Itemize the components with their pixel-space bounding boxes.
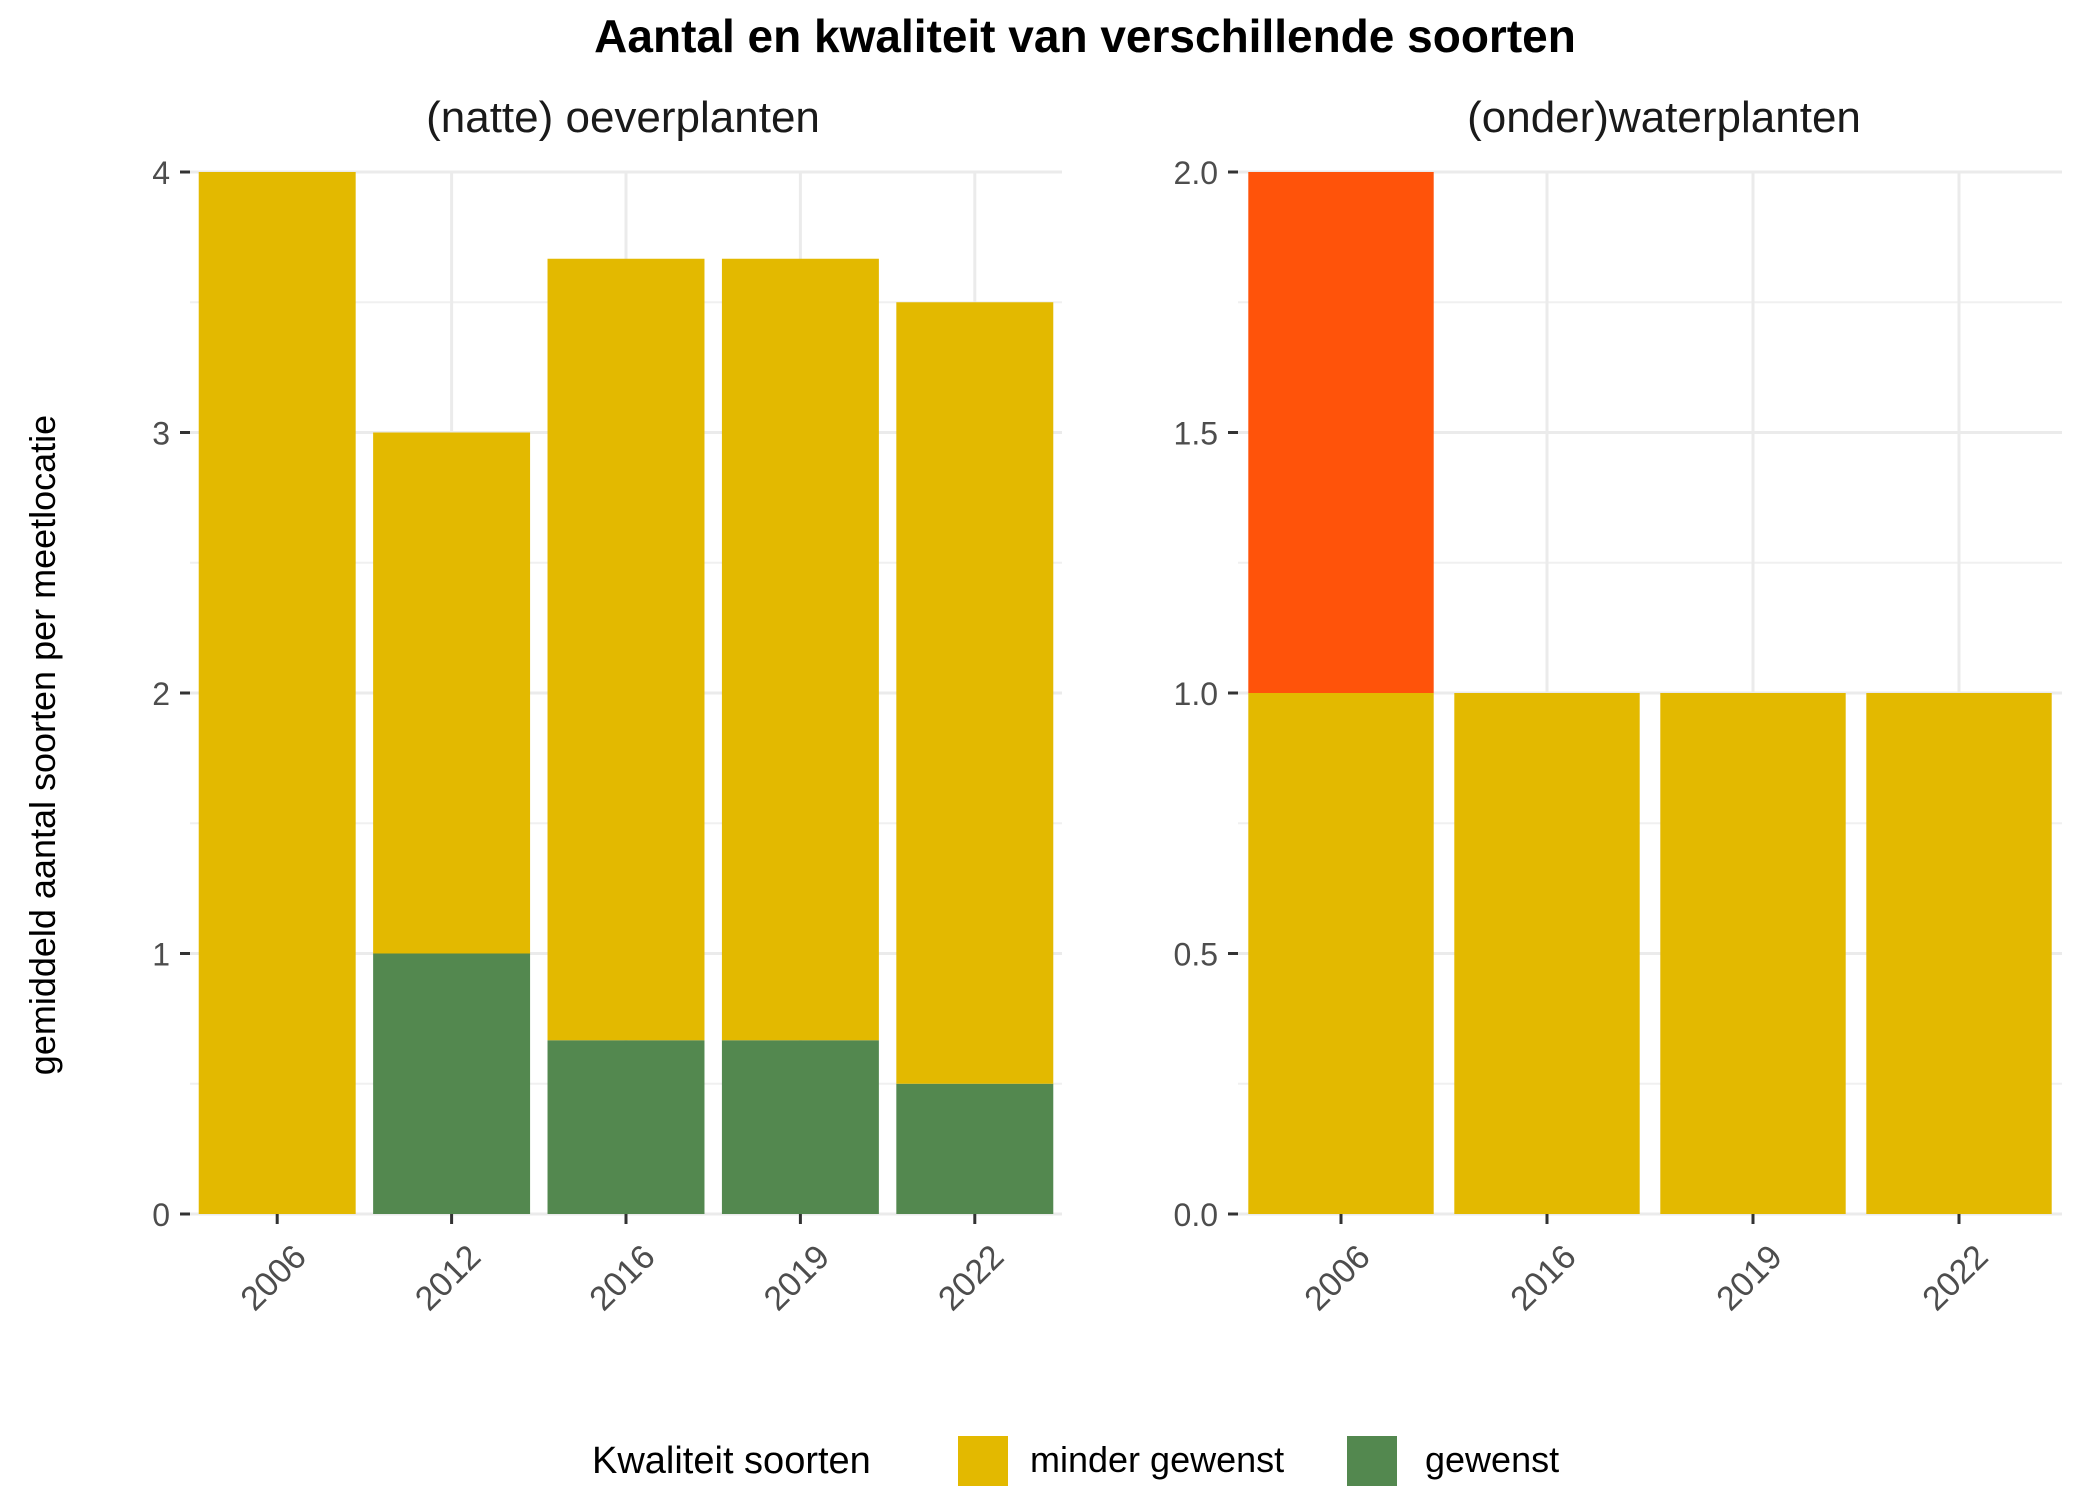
y-axis: 0 1 2 3 4 (152, 155, 190, 1233)
bar-minder-gewenst-2012 (373, 432, 531, 954)
bars (1248, 172, 2052, 1214)
bar-minder-gewenst-2022 (896, 302, 1054, 1084)
bars (198, 172, 1054, 1214)
bar-minder-gewenst-2022 (1866, 693, 2052, 1214)
bar-minder-gewenst-2006 (198, 172, 356, 1214)
x-tick-label: 2006 (1297, 1238, 1377, 1318)
bar-gewenst-2012 (373, 953, 531, 1214)
bar-gewenst-2016 (547, 1040, 705, 1214)
y-axis: 0.0 0.5 1.0 1.5 2.0 (1174, 155, 1238, 1233)
y-tick-label: 0 (152, 1197, 170, 1233)
x-axis: 2006 2016 2019 2022 (1297, 1214, 1996, 1318)
y-tick-label: 0.0 (1174, 1197, 1218, 1233)
x-tick-label: 2019 (1709, 1238, 1789, 1318)
legend-key-gewenst (1347, 1436, 1397, 1486)
y-tick-label: 0.5 (1174, 937, 1218, 973)
panel-title: (onder)waterplanten (1467, 93, 1861, 142)
panel-title: (natte) oeverplanten (426, 93, 820, 142)
legend-key-minder-gewenst (958, 1436, 1008, 1486)
legend-label-minder-gewenst: minder gewenst (1030, 1439, 1284, 1480)
y-tick-label: 1.5 (1174, 416, 1218, 452)
x-tick-label: 2016 (1503, 1238, 1583, 1318)
x-tick-label: 2019 (757, 1238, 837, 1318)
y-tick-label: 2 (152, 676, 170, 712)
legend-title: Kwaliteit soorten (592, 1440, 871, 1482)
bar-minder-gewenst-2016 (547, 258, 705, 1041)
bar-minder-gewenst-2019 (1660, 693, 1846, 1214)
bar-series-2006 (1248, 172, 1434, 693)
bar-minder-gewenst-2019 (721, 258, 879, 1041)
bar-gewenst-2022 (896, 1083, 1054, 1214)
y-tick-label: 1.0 (1174, 676, 1218, 712)
x-tick-label: 2016 (582, 1238, 662, 1318)
chart-title: Aantal en kwaliteit van verschillende so… (594, 10, 1576, 62)
x-tick-label: 2022 (1915, 1238, 1995, 1318)
legend-label-gewenst: gewenst (1425, 1439, 1559, 1480)
legend: Kwaliteit soorten minder gewenst gewenst (592, 1436, 1559, 1486)
x-tick-label: 2006 (233, 1238, 313, 1318)
y-tick-label: 3 (152, 416, 170, 452)
bar-minder-gewenst-2016 (1454, 693, 1640, 1214)
y-tick-label: 4 (152, 155, 170, 191)
x-axis: 2006 2012 2016 2019 2022 (233, 1214, 1011, 1318)
y-tick-label: 1 (152, 937, 170, 973)
y-axis-label: gemiddeld aantal soorten per meetlocatie (22, 415, 63, 1075)
x-tick-label: 2012 (408, 1238, 488, 1318)
y-tick-label: 2.0 (1174, 155, 1218, 191)
bar-minder-gewenst-2006 (1248, 693, 1434, 1214)
bar-gewenst-2019 (721, 1040, 879, 1214)
x-tick-label: 2022 (931, 1238, 1011, 1318)
